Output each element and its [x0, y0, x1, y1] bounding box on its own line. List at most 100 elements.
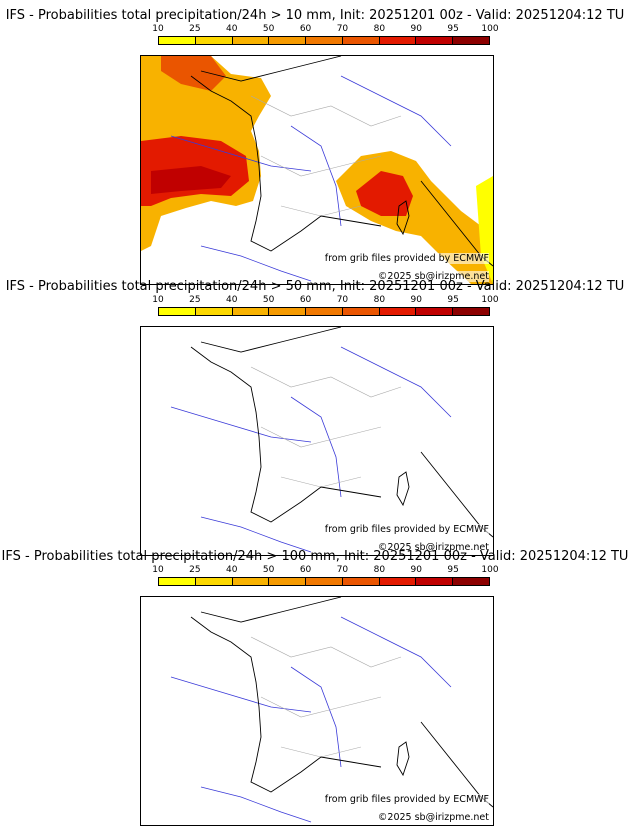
map-svg: [170, 327, 493, 553]
colorbar-ticks: 10 25 40 50 60 70 80 90 95 100: [152, 565, 498, 576]
colorbar-swatch: [342, 308, 380, 315]
colorbar-tick-label: 80: [373, 24, 386, 34]
coastline: [190, 597, 493, 808]
panel-title: IFS - Probabilities total precipitation/…: [5, 279, 625, 294]
colorbar-swatches: [158, 307, 490, 316]
colorbar-swatch: [416, 37, 454, 44]
colorbar-tick-label: 70: [336, 565, 349, 575]
source-credit: from grib files provided by ECMWF: [324, 524, 489, 535]
colorbar-swatch: [306, 308, 343, 315]
colorbar-swatch: [379, 308, 417, 315]
colorbar-swatch: [269, 37, 307, 44]
colorbar-swatches: [158, 36, 490, 45]
colorbar-swatch: [232, 37, 270, 44]
copyright-credit: ©2025 sb@irizpme.net: [377, 812, 489, 823]
colorbar-tick-label: 50: [262, 565, 275, 575]
source-credit: from grib files provided by ECMWF: [324, 794, 489, 805]
colorbar: 10 25 40 50 60 70 80 90 95 100: [152, 24, 499, 50]
colorbar-tick-label: 90: [410, 295, 422, 305]
border: [260, 426, 382, 448]
coast-channel: [200, 327, 342, 353]
coast-corsica: [396, 200, 410, 236]
colorbar-swatch: [195, 37, 233, 44]
colorbar-swatch: [232, 578, 270, 585]
colorbar-tick-label: 25: [189, 565, 201, 575]
panel-title: IFS - Probabilities total precipitation/…: [5, 8, 625, 23]
river: [290, 666, 342, 768]
map-france-100mm: from grib files provided by ECMWF ©2025 …: [140, 596, 494, 826]
river: [170, 676, 312, 713]
colorbar-tick-label: 70: [336, 295, 349, 305]
river: [340, 75, 452, 147]
colorbar-swatch: [159, 578, 196, 585]
border: [250, 95, 402, 127]
coast-france-west: [190, 75, 382, 252]
source-credit: from grib files provided by ECMWF: [324, 253, 489, 264]
colorbar-swatch: [195, 578, 233, 585]
map-svg: [170, 597, 493, 823]
coast-corsica: [396, 471, 410, 507]
precip-zone-west-max: [151, 166, 231, 194]
colorbar-ticks: 10 25 40 50 60 70 80 90 95 100: [152, 24, 498, 35]
copyright-credit: ©2025 sb@irizpme.net: [377, 271, 489, 282]
colorbar-tick-label: 10: [152, 565, 164, 575]
coast-france-west: [190, 616, 382, 793]
rivers: [170, 616, 452, 823]
colorbar-tick-label: 70: [336, 24, 349, 34]
colorbar-swatch: [342, 37, 380, 44]
colorbar-tick-label: 25: [189, 295, 201, 305]
river: [200, 245, 312, 282]
river: [170, 135, 312, 172]
colorbar: 10 25 40 50 60 70 80 90 95 100: [152, 295, 499, 321]
river: [200, 516, 312, 553]
colorbar-tick-label: 10: [152, 295, 164, 305]
coast-channel: [200, 56, 342, 82]
precip-zone-north: [161, 56, 226, 91]
river: [290, 125, 342, 227]
colorbar-swatch: [342, 578, 380, 585]
rivers: [170, 346, 452, 553]
colorbar-tick-label: 100: [481, 24, 499, 34]
coast-corsica: [396, 741, 410, 777]
colorbar-tick-label: 100: [481, 565, 499, 575]
panel-100mm: IFS - Probabilities total precipitation/…: [0, 549, 630, 826]
colorbar-swatch: [416, 578, 454, 585]
colorbar-tick-label: 25: [189, 24, 201, 34]
colorbar-tick-label: 100: [481, 295, 499, 305]
colorbar-swatch: [306, 578, 343, 585]
colorbar-tick-label: 40: [226, 24, 238, 34]
coast-france-west: [190, 346, 382, 523]
panel-50mm: IFS - Probabilities total precipitation/…: [0, 279, 630, 556]
colorbar-ticks: 10 25 40 50 60 70 80 90 95 100: [152, 295, 498, 306]
colorbar-tick-label: 10: [152, 24, 164, 34]
colorbar-swatch: [379, 37, 417, 44]
colorbar-tick-label: 60: [299, 295, 312, 305]
colorbar-tick-label: 80: [373, 295, 386, 305]
copyright-credit: ©2025 sb@irizpme.net: [377, 542, 489, 553]
colorbar-swatch: [453, 37, 490, 44]
colorbar-tick-label: 95: [447, 295, 459, 305]
rivers: [170, 75, 452, 282]
region-borders: [250, 636, 402, 758]
colorbar-tick-label: 60: [299, 24, 312, 34]
precip-zone-southeast: [336, 151, 493, 284]
colorbar-swatch: [416, 308, 454, 315]
colorbar-tick-label: 60: [299, 565, 312, 575]
colorbar-tick-label: 95: [447, 565, 459, 575]
region-borders: [250, 366, 402, 488]
colorbar-swatch: [453, 308, 490, 315]
border: [260, 155, 382, 177]
border: [280, 476, 362, 488]
colorbar-tick-label: 50: [262, 24, 275, 34]
colorbar-swatch: [269, 308, 307, 315]
colorbar-tick-label: 95: [447, 24, 459, 34]
colorbar-tick-label: 90: [410, 24, 422, 34]
coastline: [190, 327, 493, 538]
map-france-50mm: from grib files provided by ECMWF ©2025 …: [140, 326, 494, 556]
colorbar-tick-label: 40: [226, 565, 238, 575]
colorbar-swatch: [195, 308, 233, 315]
coast-channel: [200, 597, 342, 623]
panel-10mm: IFS - Probabilities total precipitation/…: [0, 8, 630, 285]
colorbar-tick-label: 40: [226, 295, 238, 305]
border: [250, 366, 402, 398]
